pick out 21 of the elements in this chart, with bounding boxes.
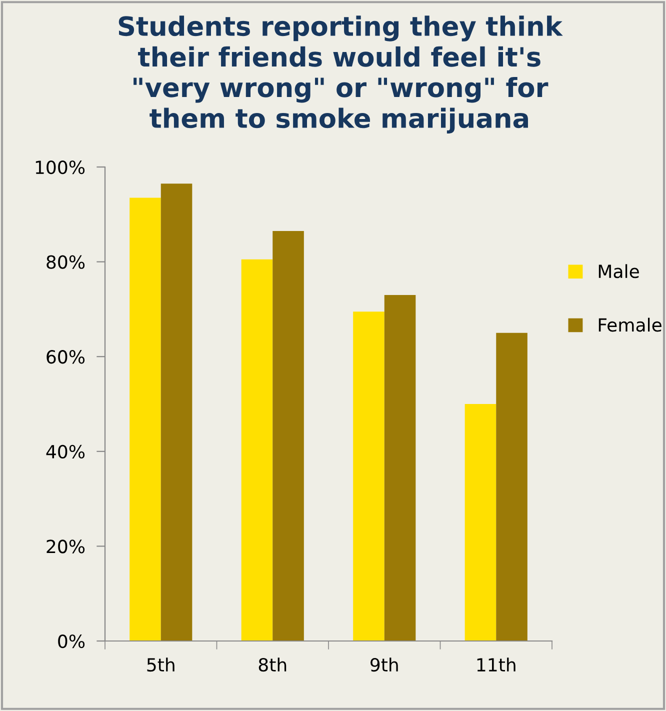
bar	[464, 404, 496, 641]
y-tick-label: 100%	[36, 160, 85, 174]
bar	[241, 259, 273, 641]
x-tick-label: 9th	[370, 658, 398, 672]
bar	[130, 198, 161, 641]
y-tick-label: 0%	[58, 634, 85, 648]
bar	[272, 230, 304, 641]
x-tick-label: 11th	[477, 658, 516, 672]
bar	[384, 294, 416, 641]
legend-label: Female	[598, 318, 662, 332]
y-tick-label: 60%	[46, 350, 85, 364]
y-tick-label: 20%	[46, 540, 85, 554]
bar	[496, 332, 528, 641]
x-tick-label: 8th	[258, 658, 286, 672]
y-tick-label: 80%	[46, 255, 85, 269]
legend-label: Male	[598, 264, 639, 278]
bar	[160, 184, 192, 641]
x-tick-label: 5th	[147, 658, 174, 672]
y-tick-label: 40%	[46, 444, 85, 459]
chart-title: Students reporting they think their friends would feel it's "very wrong" or "wrong" for them to smoke marijuana	[118, 16, 563, 134]
bar	[353, 312, 384, 641]
